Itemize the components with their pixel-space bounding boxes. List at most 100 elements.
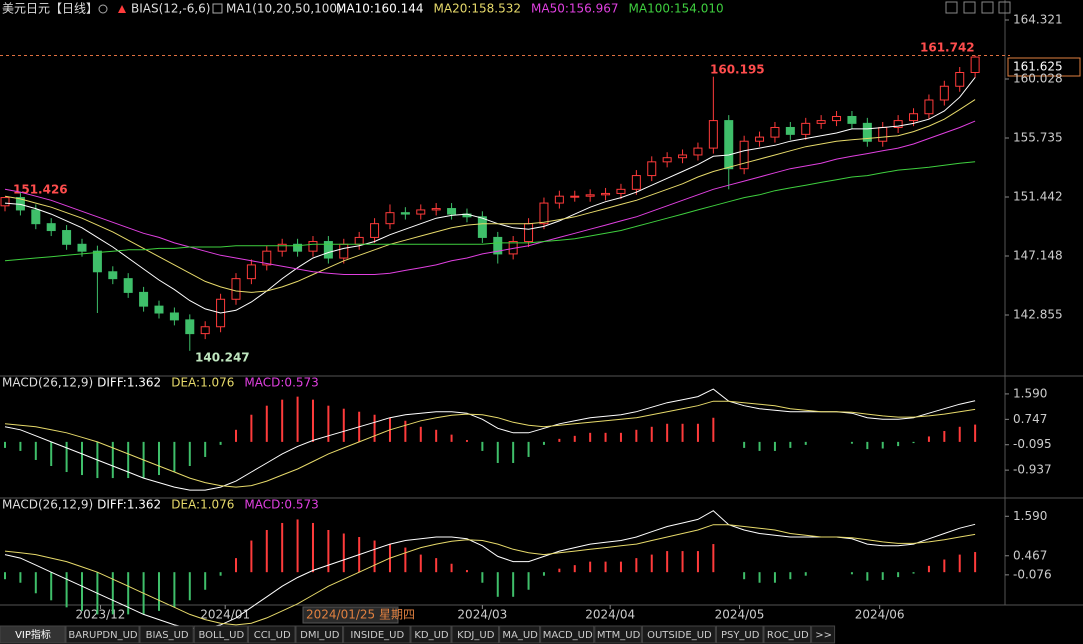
tab[interactable]	[193, 625, 248, 644]
cursor-box	[302, 606, 399, 624]
low-label: 140.247	[195, 351, 250, 365]
candle-body	[277, 243, 287, 252]
candle-body	[939, 85, 949, 101]
tab-label[interactable]: CCI_UD	[254, 630, 291, 641]
tab-label[interactable]: BARUPDN_UD	[68, 630, 137, 641]
candle-body	[62, 230, 72, 245]
panel-title: MACD(26,12,9)	[2, 498, 93, 512]
candle-body	[339, 243, 349, 259]
macd-panel: 1.590 0.467 -0.076 MACD(26,12,9) DIFF:1.362 D…	[2, 498, 1052, 582]
candle-body	[832, 115, 842, 122]
panel-label: MACD:0.573	[244, 376, 318, 390]
tab[interactable]	[247, 625, 296, 644]
tab-label[interactable]: MACD_UD	[543, 630, 593, 641]
candle-body	[293, 243, 303, 252]
tab[interactable]	[295, 625, 344, 644]
tab[interactable]	[343, 625, 411, 644]
legend-entry: MA100:154.010	[629, 2, 724, 16]
price-box	[1007, 57, 1081, 77]
candle-body	[493, 236, 503, 255]
tab-label[interactable]: INSIDE_UD	[350, 630, 404, 641]
tab-label[interactable]: OUTSIDE_UD	[647, 630, 712, 641]
tab-label[interactable]: MA_UD	[502, 630, 538, 641]
tab[interactable]	[763, 625, 812, 644]
last-price: 161.625	[1013, 60, 1063, 74]
tab[interactable]	[715, 625, 764, 644]
candle-body	[970, 56, 980, 74]
button[interactable]	[963, 1, 976, 14]
diff-line	[4, 388, 976, 491]
tab[interactable]	[540, 625, 595, 644]
button[interactable]	[945, 1, 958, 14]
candle-body	[524, 223, 534, 243]
candle-body	[385, 212, 395, 225]
button[interactable]	[998, 1, 1011, 14]
tab-label[interactable]: MTM_UD	[597, 630, 641, 641]
button[interactable]	[981, 1, 994, 14]
y-tick-label: -0.076	[1013, 567, 1052, 581]
tab[interactable]	[499, 625, 541, 644]
candle-body	[92, 250, 102, 273]
y-tick-label: -0.937	[1013, 463, 1052, 477]
candle-body	[431, 208, 441, 211]
tab-label[interactable]: KD_UD	[414, 630, 449, 641]
tab-label[interactable]: DMI_UD	[300, 630, 340, 641]
tab[interactable]	[0, 625, 66, 644]
legend-entry: MA50:156.967	[531, 2, 619, 16]
panel-label: DIFF:1.362	[97, 376, 161, 390]
candle-body	[554, 195, 564, 204]
candle-body	[31, 209, 41, 225]
chart-title: 美元日元【日线】	[2, 2, 98, 16]
dea-line	[4, 524, 976, 626]
tab-label[interactable]: PSY_UD	[721, 630, 760, 641]
tab[interactable]	[139, 625, 194, 644]
ma-line	[4, 99, 976, 293]
y-tick-label: 151.442	[1013, 189, 1063, 203]
candle-body	[400, 212, 410, 215]
candle-body	[200, 326, 210, 335]
y-tick-label: 160.028	[1013, 71, 1063, 85]
tab-label[interactable]: ROC_UD	[767, 630, 809, 641]
candle-body	[601, 192, 611, 196]
tab-label[interactable]: VIP指标	[15, 628, 51, 641]
icon[interactable]	[98, 4, 108, 14]
candle-body	[185, 319, 195, 335]
y-tick-label: 155.735	[1013, 130, 1063, 144]
tab[interactable]	[811, 625, 836, 644]
candle-body	[647, 161, 657, 177]
tab[interactable]	[594, 625, 642, 644]
tab[interactable]	[641, 625, 716, 644]
ma-line	[4, 120, 976, 275]
dea-line	[4, 400, 976, 488]
legend-entry: MA10:160.144	[336, 2, 424, 16]
candle-body	[354, 236, 364, 245]
y-tick-label: 142.855	[1013, 307, 1063, 321]
candle-body	[447, 208, 457, 215]
panel-title: MACD(26,12,9)	[2, 376, 93, 390]
tab-label[interactable]: KDJ_UD	[457, 630, 495, 641]
candle-body	[847, 115, 857, 124]
tab-label[interactable]: BOLL_UD	[198, 630, 244, 641]
tab[interactable]	[451, 625, 500, 644]
high-label: 151.426	[13, 183, 68, 197]
tab-label[interactable]: BIAS_UD	[146, 630, 189, 641]
y-tick-label: 147.148	[1013, 249, 1063, 263]
candle-body	[678, 154, 688, 159]
y-tick-label: -0.095	[1013, 437, 1052, 451]
panel-label: DEA:1.076	[171, 376, 234, 390]
panel-label: DEA:1.076	[171, 498, 234, 512]
tab-label[interactable]: >>	[815, 630, 832, 641]
ma-header: MA1(10,20,50,100)	[226, 2, 342, 16]
panel-label: DIFF:1.362	[97, 498, 161, 512]
candle-body	[370, 223, 380, 238]
high-label: 160.195	[710, 63, 765, 77]
candle-body	[308, 241, 318, 252]
tab[interactable]	[410, 625, 452, 644]
tab[interactable]	[65, 625, 140, 644]
y-tick-label: 0.467	[1013, 548, 1047, 562]
candle-body	[169, 312, 179, 321]
x-tick-label: 2024/04	[585, 608, 635, 622]
candle-body	[585, 194, 595, 197]
window-controls	[945, 1, 1011, 14]
candle-body	[154, 305, 164, 314]
